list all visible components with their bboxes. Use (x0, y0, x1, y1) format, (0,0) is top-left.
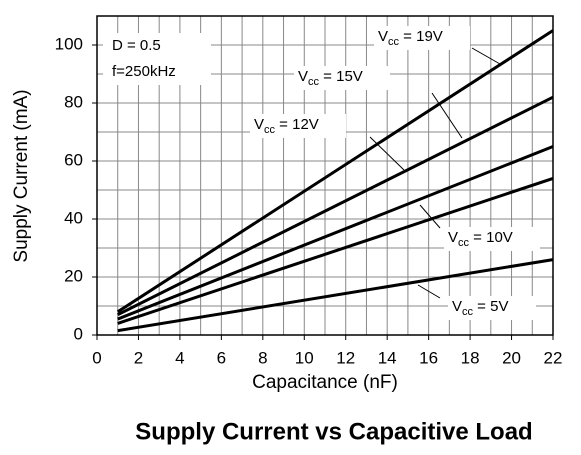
x-tick-label: 0 (92, 348, 101, 367)
x-tick-label: 20 (502, 348, 521, 367)
annotation: f=250kHz (112, 63, 176, 80)
series-line (117, 95, 554, 317)
label-bg (294, 66, 390, 90)
series-line (117, 176, 554, 325)
y-tick-label: 60 (64, 150, 83, 169)
x-tick-label: 2 (134, 348, 143, 367)
leader-line (369, 136, 405, 171)
x-tick-label: 22 (544, 348, 563, 367)
x-tick-label: 12 (336, 348, 355, 367)
legend-label: Vcc = 5V (452, 298, 508, 318)
legend-label: Vcc = 10V (448, 229, 513, 249)
label-bg (444, 227, 540, 251)
y-tick-label: 40 (64, 208, 83, 227)
y-tick-label: 100 (55, 34, 83, 53)
x-tick-label: 10 (295, 348, 314, 367)
y-tick-label: 20 (64, 266, 83, 285)
x-axis-label: Capacitance (nF) (252, 372, 398, 393)
chart-title: Supply Current vs Capacitive Load (135, 418, 532, 445)
plot-frame (96, 15, 554, 336)
x-tick-label: 8 (258, 348, 267, 367)
legend-label: Vcc = 15V (298, 68, 363, 88)
leader-line (419, 204, 441, 229)
leader-line (417, 284, 441, 299)
annotation-box (103, 33, 211, 85)
legend-label: Vcc = 19V (378, 28, 443, 48)
series-line (117, 145, 554, 321)
x-tick-label: 16 (419, 348, 438, 367)
leader-line (471, 47, 501, 65)
label-bg (374, 26, 470, 50)
annotation: D = 0.5 (112, 37, 161, 54)
leader-line (431, 92, 463, 139)
x-tick-label: 4 (175, 348, 184, 367)
legend-label: Vcc = 12V (254, 116, 319, 136)
label-bg (250, 114, 346, 138)
x-tick-label: 6 (217, 348, 226, 367)
y-axis-label: Supply Current (mA) (11, 89, 32, 262)
y-tick-label: 80 (64, 92, 83, 111)
label-bg (448, 296, 536, 320)
x-tick-label: 18 (461, 348, 480, 367)
series-line (116, 29, 554, 314)
y-tick-label: 0 (74, 324, 83, 343)
x-tick-label: 14 (378, 348, 397, 367)
series-line (117, 258, 554, 333)
